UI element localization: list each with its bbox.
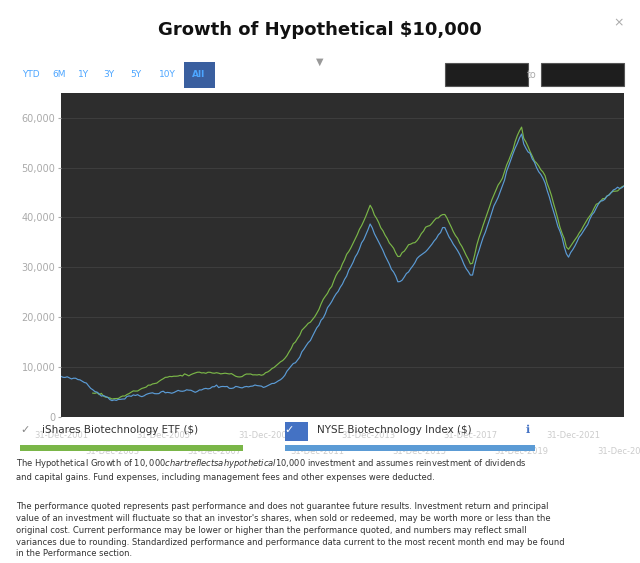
Text: The performance quoted represents past performance and does not guarantee future: The performance quoted represents past p… (16, 502, 564, 558)
Text: ✓: ✓ (20, 425, 29, 435)
Text: 6M: 6M (52, 70, 66, 79)
Text: All: All (191, 70, 205, 79)
Text: ✓: ✓ (285, 425, 294, 435)
Text: 31-Dec-2015: 31-Dec-2015 (392, 448, 446, 457)
Text: 31-Dec-2013: 31-Dec-2013 (341, 431, 395, 440)
Text: ℹ: ℹ (525, 425, 530, 435)
Text: Growth of Hypothetical $10,000: Growth of Hypothetical $10,000 (158, 21, 482, 39)
Text: 31-Dec-2017: 31-Dec-2017 (444, 431, 497, 440)
Bar (445, 63, 529, 86)
Text: 31-Dec-2007: 31-Dec-2007 (188, 448, 241, 457)
Text: YTD: YTD (22, 70, 40, 79)
Text: ▼: ▼ (316, 56, 324, 66)
Text: 31-Dec-2001: 31-Dec-2001 (34, 431, 88, 440)
Text: iShares Biotechnology ETF ($): iShares Biotechnology ETF ($) (42, 425, 198, 435)
Bar (20, 445, 243, 450)
Text: 5Y: 5Y (131, 70, 142, 79)
Text: 31-Dec-2021: 31-Dec-2021 (546, 431, 600, 440)
Text: 31-Dec-2009: 31-Dec-2009 (239, 431, 292, 440)
Text: 1Y: 1Y (78, 70, 90, 79)
Text: 31-Dec-2019: 31-Dec-2019 (495, 448, 548, 457)
Bar (541, 63, 624, 86)
Text: 3Y: 3Y (103, 70, 114, 79)
Text: to: to (527, 70, 536, 79)
Text: NYSE Biotechnology Index ($): NYSE Biotechnology Index ($) (317, 425, 471, 435)
Text: 31-Dec-2003: 31-Dec-2003 (85, 448, 139, 457)
Text: The Hypothetical Growth of $10,000 chart reflects a hypothetical $10,000 investm: The Hypothetical Growth of $10,000 chart… (16, 457, 526, 482)
Bar (285, 445, 534, 450)
Text: 31-Dec-2011: 31-Dec-2011 (290, 448, 344, 457)
Text: 10Y: 10Y (159, 70, 175, 79)
Text: 31-Dec-2005: 31-Dec-2005 (136, 431, 190, 440)
Bar (184, 61, 216, 88)
Text: 31-Dec-2023: 31-Dec-2023 (597, 448, 640, 457)
Bar (285, 422, 308, 441)
Text: ×: × (614, 17, 624, 30)
